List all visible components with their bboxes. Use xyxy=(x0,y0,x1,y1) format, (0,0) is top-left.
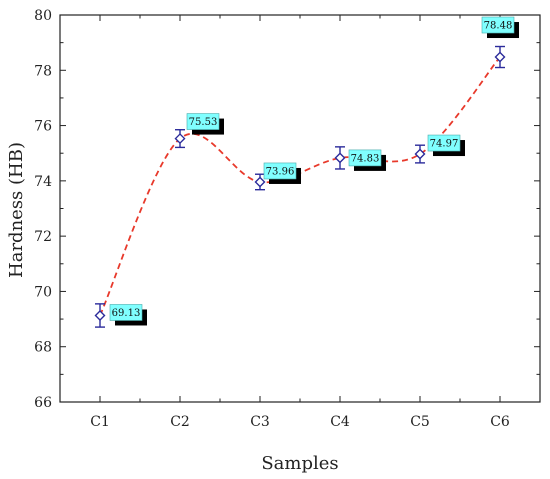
x-axis: C1 C2 C3 C4 C5 C6 xyxy=(90,15,510,430)
y-tick-label: 72 xyxy=(34,229,52,245)
x-axis-title: Samples xyxy=(261,453,338,474)
y-tick-label: 80 xyxy=(34,8,52,24)
y-tick-label: 68 xyxy=(34,340,52,356)
plot-border xyxy=(59,14,541,403)
y-tick-label: 70 xyxy=(34,284,52,300)
data-label: 69.13 xyxy=(112,308,141,319)
data-label-box xyxy=(186,113,220,130)
data-point-marker xyxy=(174,133,186,145)
y-axis: 66 68 70 72 74 76 78 80 xyxy=(34,8,540,411)
x-tick-label: C3 xyxy=(250,414,270,430)
x-tick-label: C6 xyxy=(490,414,510,430)
data-label-box xyxy=(263,162,297,180)
y-tick-label: 78 xyxy=(34,63,52,79)
y-tick-label: 66 xyxy=(34,395,52,411)
data-label-box xyxy=(348,149,382,167)
plot-frame xyxy=(59,14,541,403)
data-label-box xyxy=(481,16,515,34)
data-point-marker xyxy=(94,309,106,321)
series-layer xyxy=(94,45,506,328)
data-label: 73.96 xyxy=(266,166,295,177)
y-tick-label: 74 xyxy=(34,174,52,190)
data-label: 78.48 xyxy=(484,21,513,32)
data-point-marker xyxy=(334,152,346,164)
x-tick-label: C2 xyxy=(170,414,190,430)
data-label: 74.97 xyxy=(430,139,459,150)
data-label-box xyxy=(109,304,143,321)
x-tick-label: C1 xyxy=(90,414,110,430)
data-label: 74.83 xyxy=(351,153,380,164)
data-label-box xyxy=(427,134,461,152)
y-tick-label: 76 xyxy=(34,119,52,135)
x-tick-label: C5 xyxy=(410,414,430,430)
data-point-marker xyxy=(414,148,426,160)
data-labels-layer: 69.13 75.53 73.96 74.83 74.97 78.48 xyxy=(109,16,519,326)
data-point-marker xyxy=(254,176,266,188)
data-point-marker xyxy=(494,51,506,63)
x-tick-label: C4 xyxy=(330,414,350,430)
data-label: 75.53 xyxy=(189,117,218,128)
y-axis-title: Hardness (HB) xyxy=(6,142,27,278)
series-line xyxy=(99,56,501,316)
